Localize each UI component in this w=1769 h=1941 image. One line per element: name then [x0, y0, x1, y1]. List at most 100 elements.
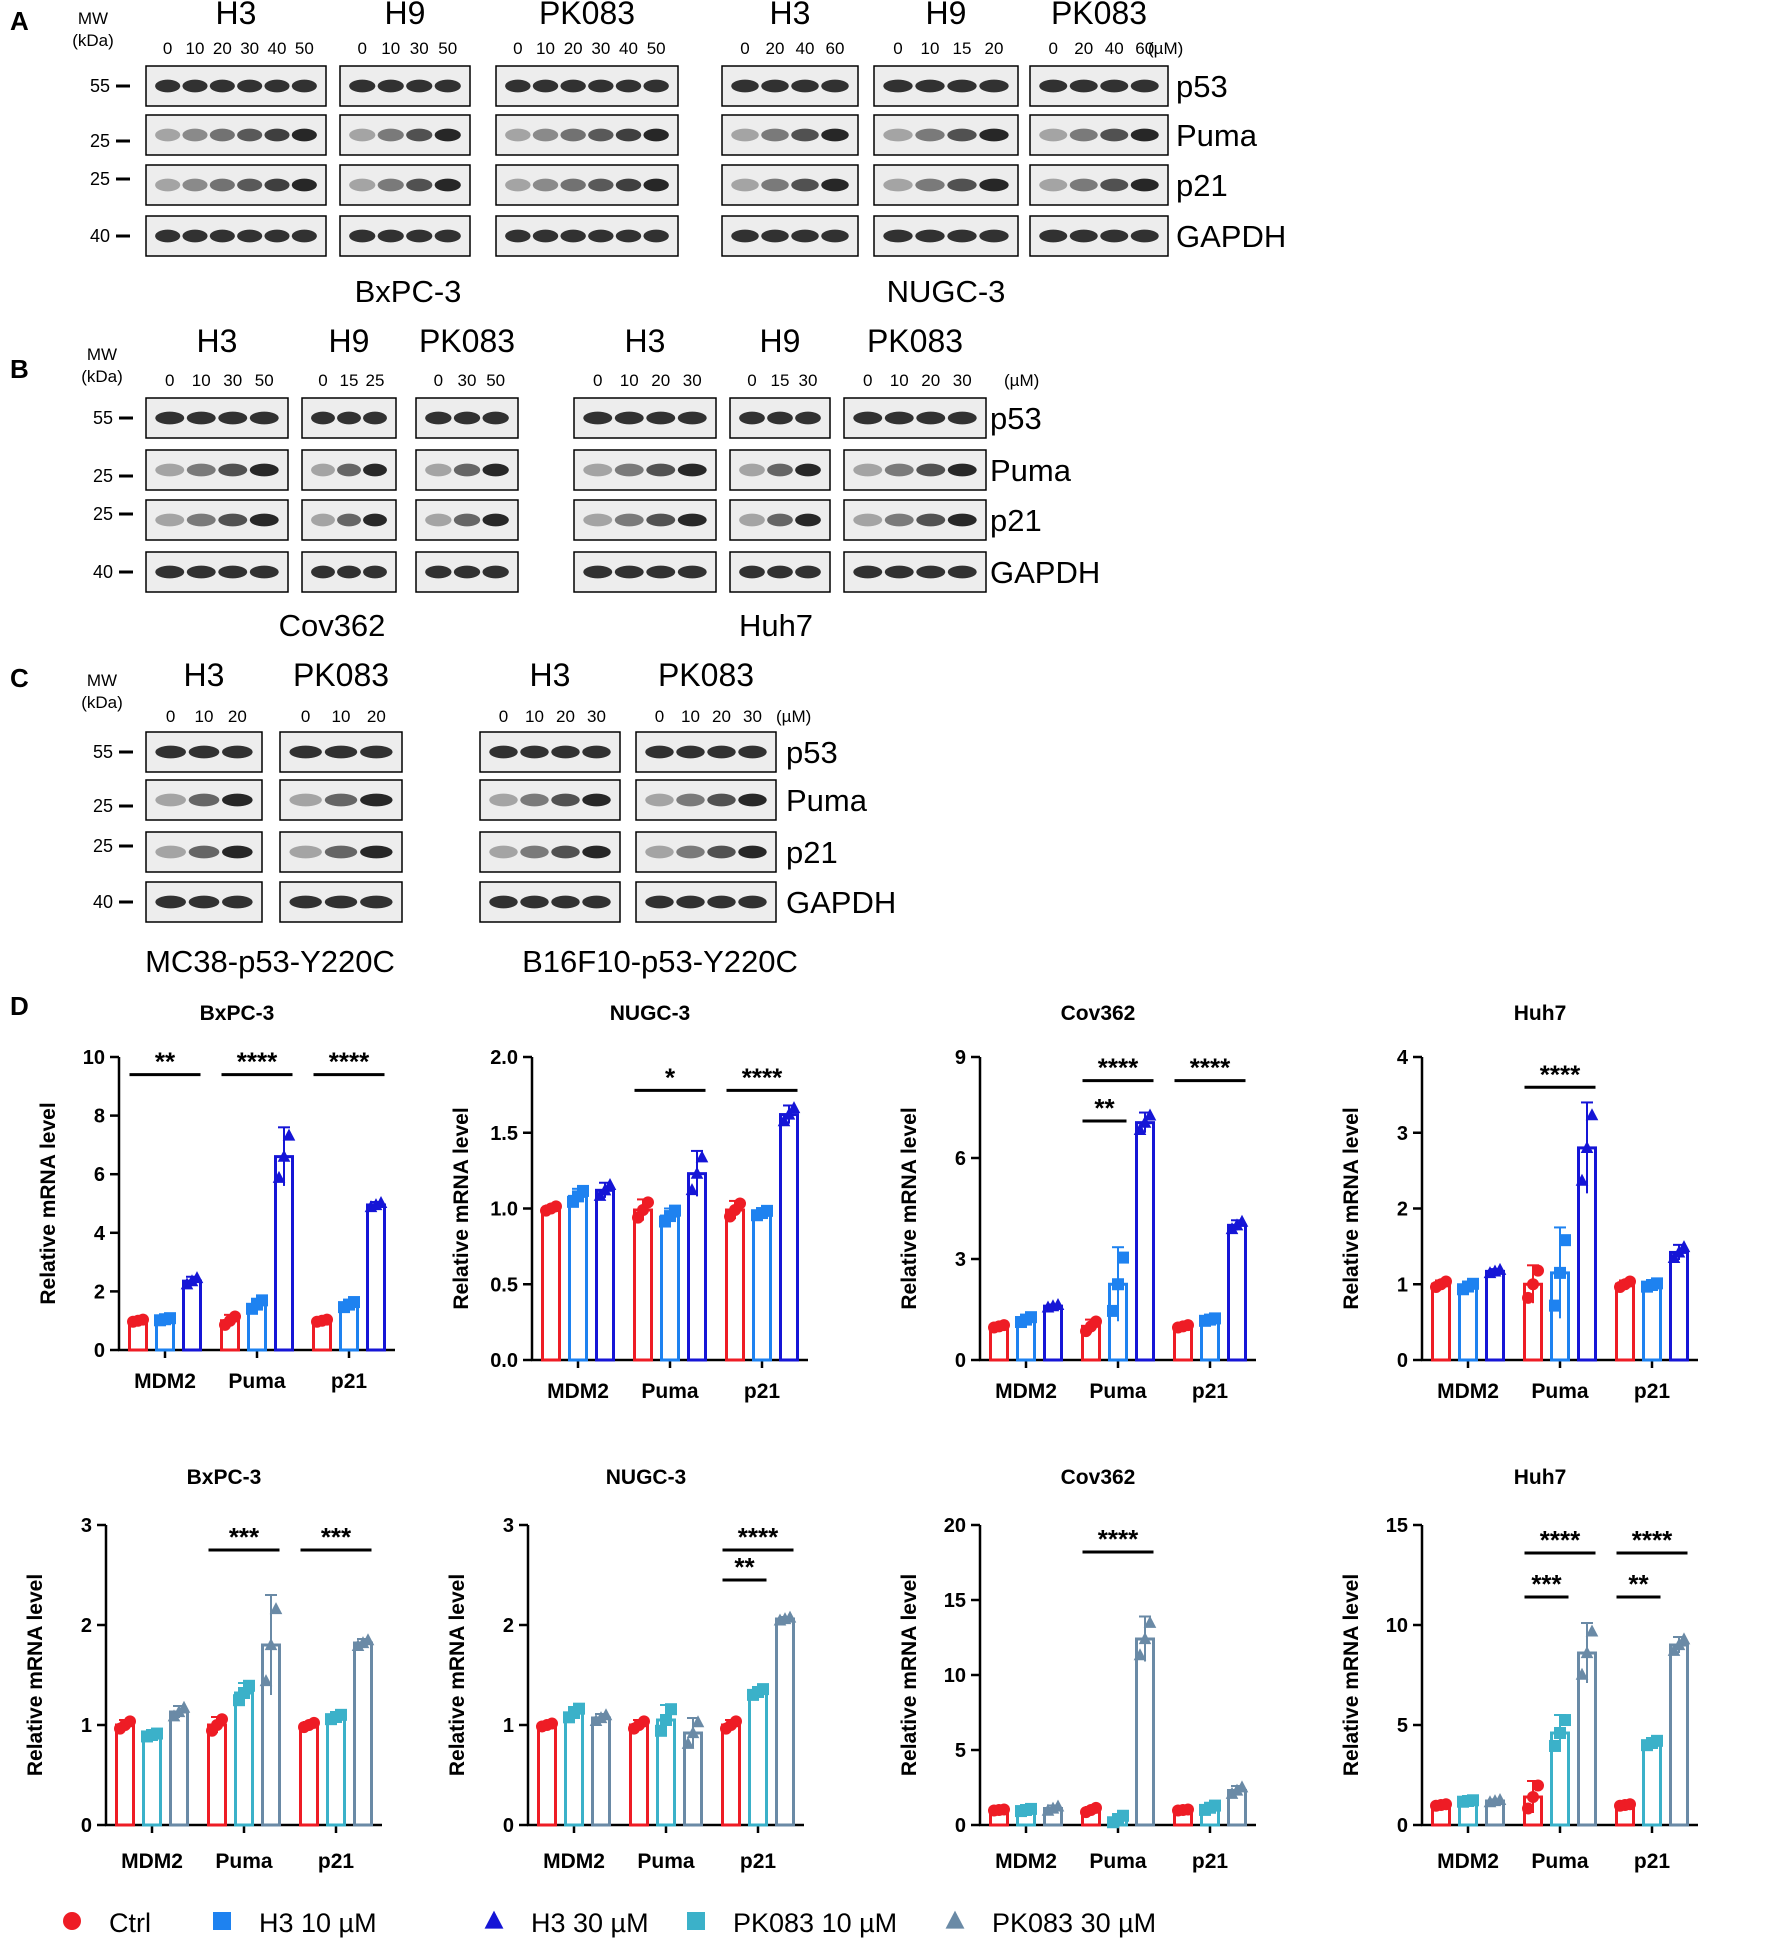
y-tick-label: 0 — [955, 1815, 966, 1837]
y-axis-label: Relative mRNA level — [37, 1102, 60, 1304]
dose-label: 0 — [434, 371, 443, 390]
band — [646, 463, 676, 477]
data-point — [1051, 1799, 1065, 1812]
dose-label: 30 — [410, 39, 429, 58]
band — [1069, 128, 1098, 142]
band — [646, 513, 676, 527]
chart-nugc-3-5: NUGC-3 Relative mRNA level 0 1 2 3 MDM2 Puma p21… — [446, 1466, 804, 1873]
band — [916, 513, 946, 527]
band — [883, 79, 913, 93]
dose-label: 20 — [651, 371, 670, 390]
chart-cov362-6: Cov362 Relative mRNA level 0 5 10 15 20 MDM2 Pum… — [898, 1466, 1256, 1873]
band — [560, 79, 586, 93]
y-axis-label: Relative mRNA level — [450, 1107, 473, 1309]
treatment-label-h9: H9 — [385, 0, 426, 31]
legend-label: H3 10 µM — [259, 1908, 377, 1938]
bar-h3-30-m — [1135, 1121, 1155, 1362]
band — [795, 411, 821, 425]
band — [588, 79, 614, 93]
band — [739, 513, 765, 527]
dose-label: 20 — [564, 39, 583, 58]
data-point — [1554, 1727, 1566, 1739]
dose-label: 50 — [255, 371, 274, 390]
band — [377, 128, 404, 142]
y-tick-label: 0 — [81, 1815, 92, 1837]
band — [349, 128, 376, 142]
legend-marker — [945, 1910, 965, 1929]
band — [311, 463, 335, 477]
band — [791, 79, 819, 93]
band — [520, 845, 549, 859]
panel-letter-C: C — [10, 663, 29, 693]
band — [676, 845, 705, 859]
bar-h3-30-m — [1227, 1223, 1247, 1362]
unit-label: (µM) — [1004, 371, 1039, 390]
mw-marker-55: 55 — [93, 408, 113, 428]
band — [615, 79, 642, 93]
legend-item-pk083-10-m: PK083 10 µM — [687, 1908, 897, 1938]
x-tick-label-puma: Puma — [1089, 1850, 1147, 1873]
band — [915, 79, 945, 93]
chart-huh7-3: Huh7 Relative mRNA level 0 1 2 3 4 MDM2 Puma p21 *… — [1340, 1002, 1698, 1403]
dose-label: 30 — [591, 39, 610, 58]
band — [947, 513, 977, 527]
data-point — [730, 1715, 742, 1728]
band — [582, 845, 611, 859]
band — [916, 565, 946, 579]
band — [1130, 178, 1159, 192]
data-point — [1493, 1262, 1507, 1275]
legend-marker — [484, 1910, 504, 1929]
y-axis-label: Relative mRNA level — [898, 1107, 921, 1309]
band — [505, 229, 531, 243]
band — [883, 128, 913, 142]
y-tick-label: 1.0 — [490, 1199, 518, 1221]
band — [1100, 128, 1129, 142]
data-point — [1559, 1234, 1571, 1247]
dose-label: 20 — [766, 39, 785, 58]
band — [883, 178, 913, 192]
y-tick-label: 5 — [955, 1740, 966, 1762]
data-point — [1677, 1240, 1691, 1253]
significance-label: **** — [1540, 1525, 1581, 1555]
bar-h3-30-m — [595, 1188, 615, 1362]
bar-ctrl — [633, 1208, 653, 1362]
protein-label-gapdh: GAPDH — [786, 885, 896, 920]
dose-label: 10 — [332, 707, 351, 726]
data-point — [1580, 1646, 1594, 1659]
band — [349, 229, 376, 243]
band — [916, 463, 946, 477]
band — [434, 79, 461, 93]
y-tick-label: 2 — [94, 1281, 105, 1303]
y-tick-label: 1 — [81, 1715, 92, 1737]
data-point — [1549, 1739, 1561, 1752]
y-tick-label: 3 — [1397, 1123, 1408, 1145]
band — [532, 128, 559, 142]
band — [406, 128, 433, 142]
band — [324, 745, 358, 759]
data-point — [1580, 1141, 1594, 1153]
y-tick-label: 10 — [944, 1665, 966, 1687]
dose-label: 20 — [712, 707, 731, 726]
dose-label: 10 — [536, 39, 555, 58]
data-point — [1467, 1277, 1479, 1290]
data-point — [695, 1150, 709, 1163]
band — [289, 895, 322, 909]
x-tick-label-p21: p21 — [331, 1370, 368, 1393]
data-point — [734, 1197, 746, 1210]
bar-h3-10-m — [1642, 1283, 1662, 1362]
y-tick-label: 2 — [1397, 1199, 1408, 1221]
cell-line-label: Huh7 — [739, 608, 813, 643]
band — [791, 178, 819, 192]
x-tick-label-puma: Puma — [1531, 1850, 1589, 1873]
dose-label: 40 — [268, 39, 287, 58]
data-point — [361, 1633, 375, 1646]
band — [218, 411, 248, 425]
dose-label: 0 — [318, 371, 327, 390]
band — [560, 128, 586, 142]
dose-label: 30 — [587, 707, 606, 726]
band — [337, 411, 361, 425]
significance-label: ** — [155, 1047, 176, 1077]
band — [731, 229, 759, 243]
bar-pk083-10-m — [564, 1711, 584, 1827]
band — [349, 178, 376, 192]
